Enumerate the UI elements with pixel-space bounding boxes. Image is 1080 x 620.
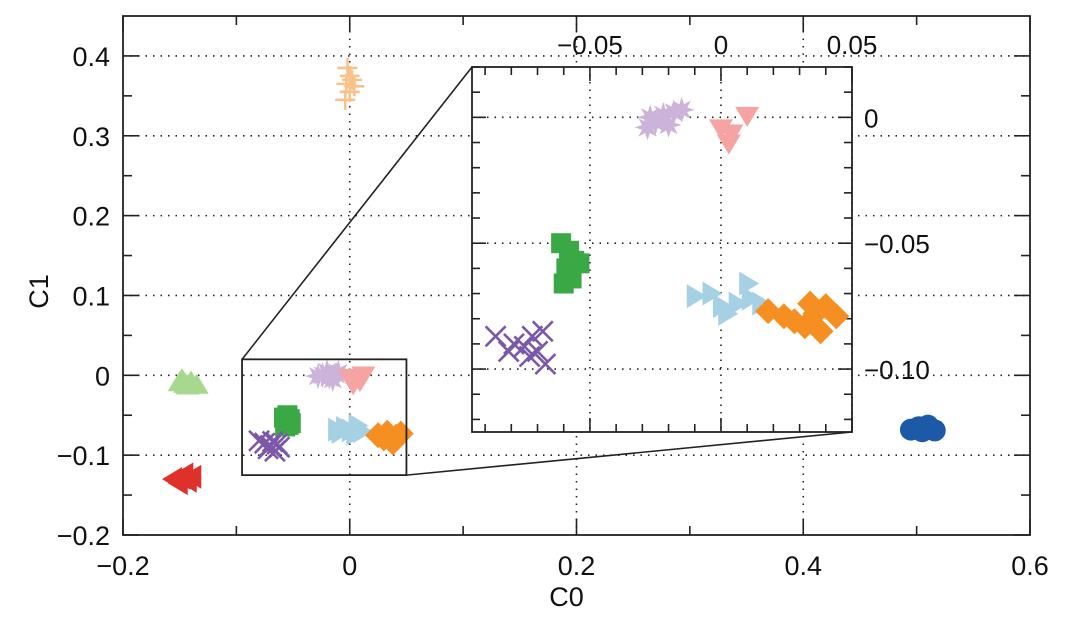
inset-point-square — [569, 253, 590, 274]
inset-x-tick-label: −0.05 — [557, 30, 623, 60]
main-point-plus — [335, 89, 356, 110]
inset-point-triangle-down — [735, 106, 760, 127]
inset-y-tick-label: −0.05 — [864, 229, 930, 259]
main-y-tick-label: 0.2 — [72, 202, 110, 232]
inset-point-triangle-right — [702, 281, 723, 306]
main-point-plus — [344, 76, 365, 97]
inset-point-diamond — [807, 318, 834, 345]
main-point-triangle-left — [173, 462, 194, 487]
inset-y-tick-label: −0.10 — [864, 355, 930, 385]
inset-series-cluster-5 — [708, 106, 760, 155]
inset-point-triangle-right — [686, 284, 707, 309]
inset-series-cluster-4 — [634, 96, 695, 141]
inset-point-star — [668, 96, 695, 123]
inset-x-tick-label: 0.05 — [827, 30, 878, 60]
main-series-cluster-6 — [273, 405, 301, 437]
inset-point-star — [655, 111, 682, 138]
main-y-tick-label: 0.1 — [72, 281, 110, 311]
main-point-triangle-right — [331, 419, 352, 444]
inset-point-x — [526, 340, 549, 363]
main-x-tick-label: 0 — [342, 551, 357, 581]
inset-x-tick-label: 0 — [714, 30, 728, 60]
main-point-x — [268, 436, 291, 459]
main-x-axis-label: C0 — [549, 582, 584, 612]
inset-series-cluster-9 — [755, 290, 850, 345]
inset-point-square — [553, 273, 574, 294]
main-y-tick-label: −0.2 — [57, 521, 110, 551]
main-y-axis-label: C1 — [24, 274, 54, 309]
inset-point-triangle-down — [719, 124, 744, 145]
inset-point-x — [531, 320, 554, 343]
main-y-tick-label: 0.3 — [72, 122, 110, 152]
main-y-tick-label: 0.4 — [72, 42, 110, 72]
main-series-cluster-5 — [337, 366, 376, 396]
axis-labels: −0.2 0 0.2 0.4 0.6−0.2−0.100.10.20.30.4C0C1−… — [24, 30, 1049, 612]
inset-connector-bottom — [406, 431, 853, 476]
inset-connector-top — [241, 66, 473, 360]
inset-plot-area — [484, 96, 850, 375]
inset-point-triangle-down — [716, 134, 741, 155]
main-y-tick-label: −0.1 — [57, 441, 110, 471]
main-series-cluster-2 — [167, 368, 209, 395]
main-x-tick-label: 0.2 — [558, 551, 596, 581]
inset-series-cluster-6 — [551, 233, 590, 294]
main-series-cluster-10 — [899, 414, 946, 443]
inset-point-triangle-down — [708, 119, 733, 140]
main-point-square — [280, 413, 301, 434]
inset-point-x — [484, 325, 507, 348]
main-series-cluster-7 — [248, 429, 291, 463]
inset-point-x — [521, 325, 544, 348]
zoom-region-box — [241, 358, 408, 477]
inset-point-diamond — [797, 290, 824, 317]
inset-point-x — [534, 353, 557, 375]
main-series-cluster-1 — [335, 57, 365, 110]
main-point-star — [305, 363, 332, 390]
main-point-triangle-up — [169, 368, 194, 389]
inset-point-x — [497, 340, 520, 363]
main-x-tick-label: 0.6 — [1011, 551, 1049, 581]
main-point-circle — [911, 420, 934, 443]
main-point-triangle-right — [346, 421, 367, 446]
inset-point-diamond — [823, 303, 850, 330]
main-x-tick-label: −0.2 — [96, 551, 149, 581]
main-point-triangle-down — [347, 372, 372, 393]
inset-plot-frame — [471, 66, 853, 433]
main-series-cluster-4 — [305, 359, 352, 393]
inset-series-cluster-7 — [484, 320, 557, 375]
main-plot-area — [162, 57, 946, 496]
main-point-triangle-up — [184, 373, 209, 394]
inset-point-star — [634, 114, 661, 141]
main-series-cluster-3 — [162, 462, 202, 496]
inset-point-x — [513, 335, 536, 358]
main-x-tick-label: 0.4 — [784, 551, 822, 581]
main-plot-frame — [122, 15, 1031, 536]
inset-point-triangle-right — [718, 301, 739, 326]
inset-y-tick-label: 0 — [864, 103, 878, 133]
inset-point-triangle-right — [728, 291, 749, 316]
main-y-tick-label: 0 — [95, 361, 110, 391]
main-point-diamond — [374, 419, 401, 446]
main-series-cluster-8 — [328, 413, 374, 446]
inset-point-triangle-right — [741, 286, 762, 311]
